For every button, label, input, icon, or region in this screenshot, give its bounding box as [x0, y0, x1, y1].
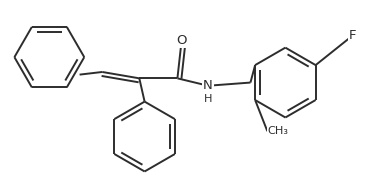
Text: H: H — [204, 94, 212, 104]
Text: CH₃: CH₃ — [267, 126, 288, 136]
Text: N: N — [203, 79, 213, 92]
Text: F: F — [348, 30, 356, 43]
Text: O: O — [176, 34, 187, 47]
